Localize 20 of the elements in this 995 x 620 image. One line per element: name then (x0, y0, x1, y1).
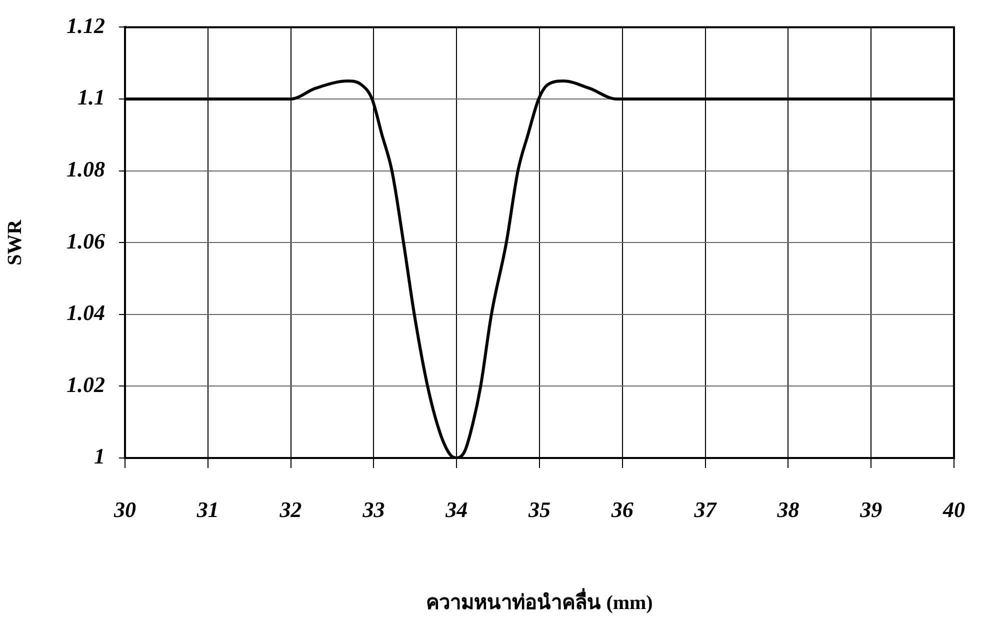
y-axis-title: SWR (4, 219, 26, 266)
x-tick-label: 36 (610, 496, 634, 522)
x-tick-label: 39 (859, 496, 882, 522)
y-tick-label: 1.12 (66, 12, 105, 38)
y-tick-label: 1.04 (66, 300, 105, 326)
y-tick-label: 1.06 (66, 228, 105, 254)
y-tick-label: 1.02 (66, 372, 105, 397)
y-tick-label: 1 (94, 444, 105, 469)
y-tick-label: 1.1 (78, 84, 105, 110)
x-tick-label: 37 (693, 496, 718, 522)
x-tick-label: 38 (776, 496, 800, 522)
x-tick-label: 31 (196, 496, 219, 522)
x-tick-label: 33 (362, 496, 385, 522)
x-tick-label: 34 (444, 496, 468, 522)
x-axis-title: ความหนาท่อนำคลื่น (mm) (426, 587, 653, 614)
x-tick-label: 35 (528, 496, 550, 522)
x-tick-label: 40 (942, 496, 965, 522)
x-tick-label: 32 (278, 496, 302, 522)
x-tick-label: 30 (113, 496, 136, 522)
y-tick-label: 1.08 (66, 156, 105, 182)
